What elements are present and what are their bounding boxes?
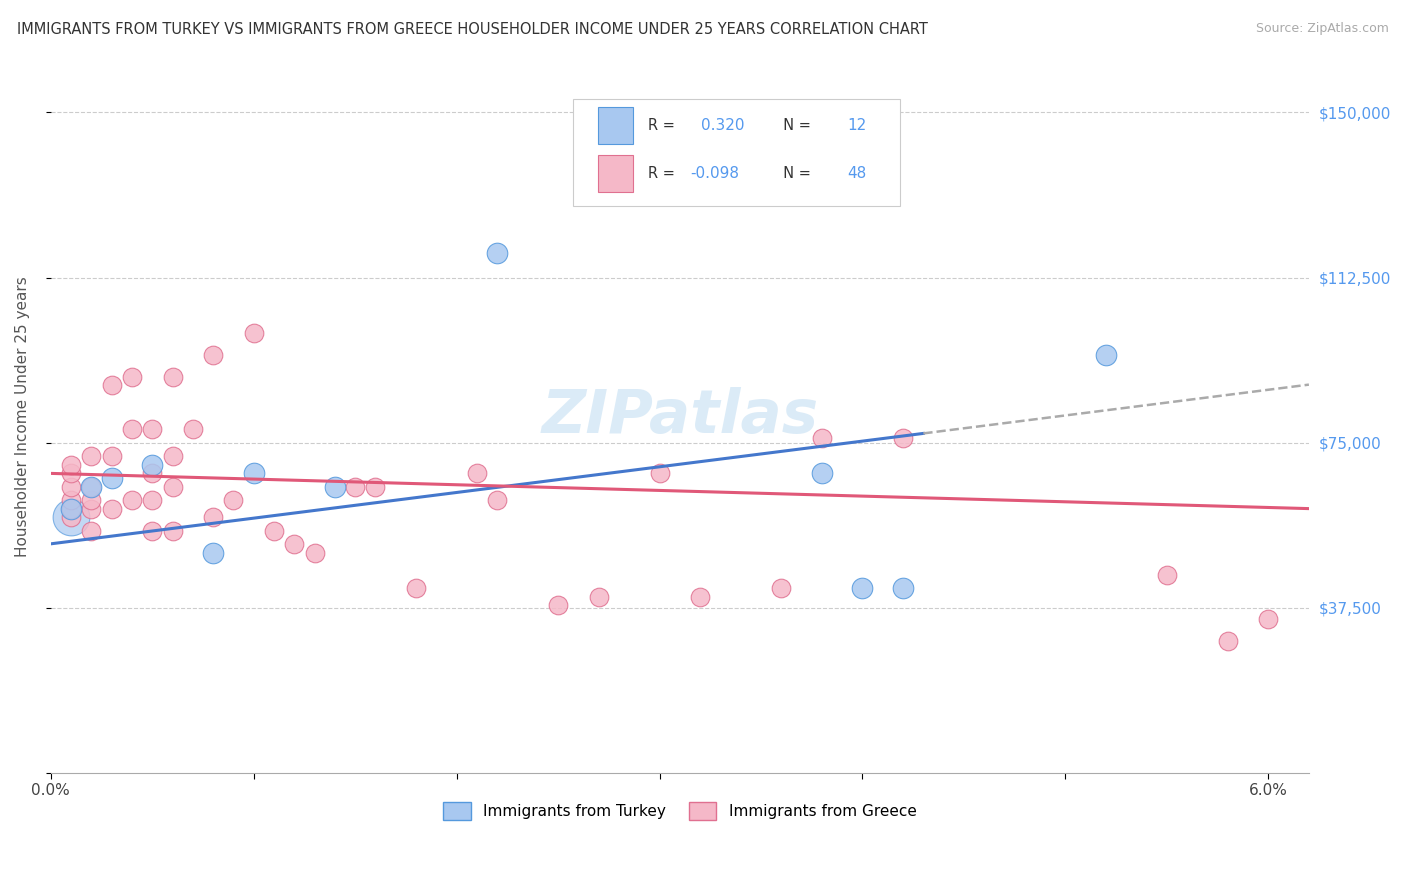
Point bbox=[60, 501, 83, 516]
Y-axis label: Householder Income Under 25 years: Householder Income Under 25 years bbox=[15, 276, 30, 557]
Point bbox=[141, 524, 163, 538]
Text: 48: 48 bbox=[848, 166, 866, 181]
Text: N =: N = bbox=[775, 166, 815, 181]
Point bbox=[811, 467, 834, 481]
Point bbox=[80, 449, 103, 463]
Point bbox=[181, 422, 204, 436]
Point bbox=[364, 480, 387, 494]
Point bbox=[60, 480, 83, 494]
Legend: Immigrants from Turkey, Immigrants from Greece: Immigrants from Turkey, Immigrants from … bbox=[437, 796, 922, 826]
Point bbox=[547, 599, 569, 613]
Text: N =: N = bbox=[775, 119, 815, 133]
Point bbox=[60, 492, 83, 507]
Point bbox=[162, 480, 184, 494]
Point bbox=[851, 581, 873, 595]
Point bbox=[405, 581, 427, 595]
Point bbox=[486, 492, 509, 507]
Point bbox=[100, 471, 122, 485]
Point bbox=[465, 467, 488, 481]
Point bbox=[121, 369, 143, 384]
Point bbox=[141, 467, 163, 481]
Point bbox=[60, 458, 83, 472]
Point bbox=[242, 326, 264, 340]
Point bbox=[100, 378, 122, 392]
Text: ZIPatlas: ZIPatlas bbox=[541, 386, 818, 446]
Point bbox=[80, 480, 103, 494]
Point bbox=[323, 480, 346, 494]
Point bbox=[141, 422, 163, 436]
Point bbox=[811, 431, 834, 445]
FancyBboxPatch shape bbox=[598, 107, 633, 145]
Point bbox=[80, 524, 103, 538]
Point bbox=[60, 510, 83, 524]
Point bbox=[344, 480, 367, 494]
Text: R =: R = bbox=[648, 119, 681, 133]
Point bbox=[263, 524, 285, 538]
Point bbox=[1216, 633, 1239, 648]
Point bbox=[1156, 567, 1178, 582]
Point bbox=[80, 492, 103, 507]
Text: Source: ZipAtlas.com: Source: ZipAtlas.com bbox=[1256, 22, 1389, 36]
Point bbox=[648, 467, 671, 481]
Point bbox=[486, 246, 509, 260]
Point bbox=[1257, 612, 1279, 626]
Point bbox=[242, 467, 264, 481]
Point bbox=[141, 492, 163, 507]
Point bbox=[770, 581, 793, 595]
Point bbox=[202, 347, 225, 361]
Point bbox=[60, 510, 83, 524]
Point bbox=[202, 546, 225, 560]
Point bbox=[891, 431, 914, 445]
Point bbox=[1095, 347, 1118, 361]
Point bbox=[121, 492, 143, 507]
Point bbox=[891, 581, 914, 595]
FancyBboxPatch shape bbox=[598, 155, 633, 193]
Point bbox=[100, 449, 122, 463]
Point bbox=[202, 510, 225, 524]
Point bbox=[60, 467, 83, 481]
Point bbox=[162, 369, 184, 384]
Point bbox=[304, 546, 326, 560]
Point bbox=[162, 524, 184, 538]
Point bbox=[141, 458, 163, 472]
Point bbox=[121, 422, 143, 436]
Text: R =: R = bbox=[648, 166, 681, 181]
Point bbox=[60, 501, 83, 516]
Point bbox=[100, 501, 122, 516]
Point bbox=[222, 492, 245, 507]
Point bbox=[689, 590, 711, 604]
Text: IMMIGRANTS FROM TURKEY VS IMMIGRANTS FROM GREECE HOUSEHOLDER INCOME UNDER 25 YEA: IMMIGRANTS FROM TURKEY VS IMMIGRANTS FRO… bbox=[17, 22, 928, 37]
FancyBboxPatch shape bbox=[572, 99, 900, 206]
Point bbox=[80, 501, 103, 516]
Point bbox=[588, 590, 610, 604]
Text: 12: 12 bbox=[848, 119, 866, 133]
Text: -0.098: -0.098 bbox=[690, 166, 740, 181]
Text: 0.320: 0.320 bbox=[702, 119, 745, 133]
Point bbox=[162, 449, 184, 463]
Point bbox=[80, 480, 103, 494]
Point bbox=[283, 537, 305, 551]
